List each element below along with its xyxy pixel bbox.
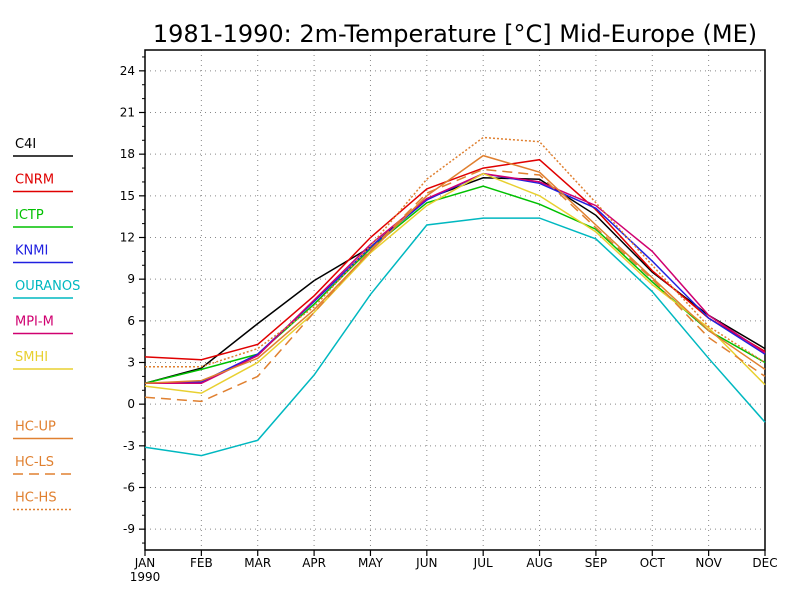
legend: C4I CNRM ICTP KNMI OURANOS MPI-M SMHI HC-UP HC-L… [13, 137, 80, 511]
series-line [145, 172, 766, 385]
legend-label: ICTP [15, 208, 44, 223]
series-line [144, 172, 766, 394]
y-tick-label: 24 [120, 64, 135, 78]
x-tick-label: MAY [358, 556, 384, 570]
y-tick-label: 15 [120, 189, 135, 203]
x-tick-label: JUL [473, 556, 493, 570]
legend-label: HC-LS [15, 455, 54, 470]
y-tick-label: 18 [120, 147, 135, 161]
series-lines [144, 136, 766, 457]
series-line [144, 172, 766, 385]
series-line [144, 158, 766, 361]
y-tick-label: 6 [127, 314, 135, 328]
x-tick-label: JAN [134, 556, 156, 570]
y-axis: -9 -6 -3 0 3 6 9 12 15 18 21 24 [120, 56, 145, 544]
y-tick-label: 21 [120, 106, 135, 120]
legend-label: C4I [15, 137, 36, 152]
series-line [145, 136, 766, 368]
grid [145, 50, 765, 550]
y-tick-label: 12 [120, 231, 135, 245]
y-tick-label: 3 [127, 356, 135, 370]
legend-label: OURANOS [15, 279, 80, 294]
x-tick-label: OCT [640, 556, 666, 570]
legend-label: MPI-M [15, 315, 54, 330]
x-year-label: 1990 [130, 570, 161, 584]
y-tick-label: 9 [127, 272, 135, 286]
series-line [144, 185, 766, 385]
x-tick-label: JUN [415, 556, 437, 570]
y-tick-label: -9 [123, 522, 135, 536]
y-tick-label: -6 [123, 481, 135, 495]
legend-label: SMHI [15, 350, 48, 365]
x-tick-label: FEB [190, 556, 213, 570]
x-tick-label: SEP [585, 556, 607, 570]
x-tick-label: NOV [695, 556, 722, 570]
plot-frame [144, 49, 766, 551]
y-tick-label: -3 [123, 439, 135, 453]
x-axis: JAN FEB MAR APR MAY JUN JUL AUG SEP OCT NOV DEC [134, 550, 778, 570]
series-line [144, 217, 766, 457]
legend-label: KNMI [15, 244, 48, 259]
x-tick-label: DEC [752, 556, 777, 570]
legend-label: CNRM [15, 173, 54, 188]
x-tick-label: MAR [244, 556, 271, 570]
x-tick-label: APR [302, 556, 326, 570]
series-line [144, 154, 766, 385]
legend-label: HC-UP [15, 420, 56, 435]
y-tick-label: 0 [127, 397, 135, 411]
legend-label: HC-HS [15, 491, 57, 506]
x-tick-label: AUG [526, 556, 552, 570]
chart-title: 1981-1990: 2m-Temperature [°C] Mid-Europ… [153, 20, 757, 48]
